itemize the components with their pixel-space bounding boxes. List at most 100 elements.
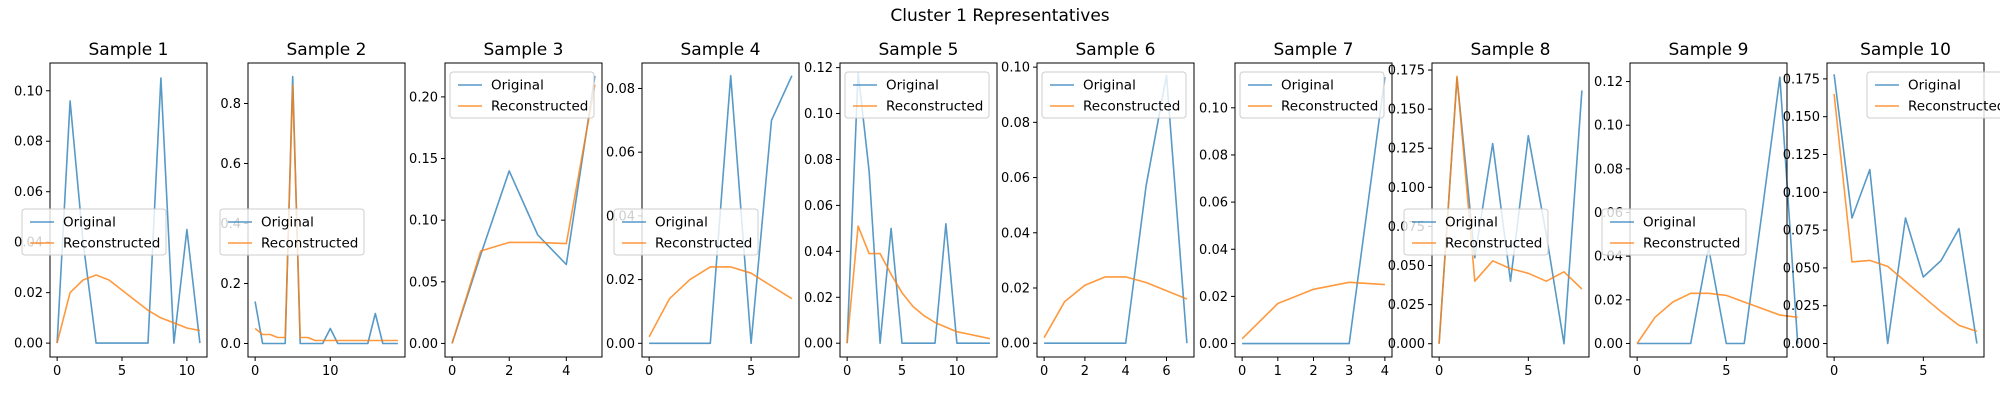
axes-frame <box>444 62 603 358</box>
x-tick-label: 0 <box>251 364 259 379</box>
y-tick-label: 0.20 <box>409 90 438 105</box>
x-tick-label: 4 <box>1381 364 1389 379</box>
y-tick-label: 0.100 <box>1783 186 1820 201</box>
y-tick-label: 0.08 <box>804 153 833 168</box>
legend-label: Reconstructed <box>1643 236 1740 252</box>
legend-label: Original <box>886 78 939 94</box>
x-tick-label: 0 <box>1830 364 1838 379</box>
series-line-original <box>1242 76 1386 345</box>
y-tick-label: 0.00 <box>1001 337 1030 352</box>
legend-box <box>1866 71 2000 119</box>
series-line-reconstructed <box>451 84 596 344</box>
subplot-title: Sample 10 <box>1860 40 1951 60</box>
y-tick-label: 0.15 <box>409 152 438 167</box>
subplot-title: Sample 4 <box>681 40 761 60</box>
y-tick-label: 0.10 <box>1001 61 1030 76</box>
legend-label: Original <box>1445 215 1498 231</box>
x-tick-label: 6 <box>1162 364 1170 379</box>
y-tick-label: 0.12 <box>1594 75 1623 90</box>
y-tick-label: 0.08 <box>606 82 635 97</box>
subplot-title: Sample 5 <box>879 40 959 60</box>
subplot-5: Sample 5 0.00 0.02 0.04 0.06 0.08 0.10 0.12 0 5 10… <box>804 40 998 379</box>
x-tick-label: 0 <box>1633 364 1641 379</box>
legend-label: Reconstructed <box>63 236 160 252</box>
y-tick-label: 0.10 <box>1199 101 1228 116</box>
subplot-title: Sample 8 <box>1471 40 1551 60</box>
legend: Original Reconstructed <box>1239 71 1385 119</box>
subplot-6: Sample 6 0.00 0.02 0.04 0.06 0.08 0.10 0 2 4 6 Orig… <box>1001 40 1195 379</box>
y-tick-label: 0.04 <box>1001 226 1030 241</box>
legend-label: Reconstructed <box>1281 99 1378 115</box>
y-tick-label: 0.150 <box>1388 103 1425 118</box>
y-tick-label: 0.06 <box>606 146 635 161</box>
y-tick-label: 0.12 <box>804 61 833 76</box>
y-tick-label: 0.025 <box>1783 299 1820 314</box>
x-tick-label: 0 <box>1435 364 1443 379</box>
legend-box <box>1403 208 1549 256</box>
x-tick-label: 0 <box>53 364 61 379</box>
legend: Original Reconstructed <box>21 208 167 256</box>
y-tick-label: 0.125 <box>1783 148 1820 163</box>
series-line-original <box>254 75 398 345</box>
y-tick-label: 0.000 <box>1783 337 1820 352</box>
y-tick-label: 0.175 <box>1783 72 1820 87</box>
legend: Original Reconstructed <box>1866 71 2000 119</box>
legend: Original Reconstructed <box>1041 71 1187 119</box>
x-tick-label: 5 <box>747 364 755 379</box>
axes-frame <box>839 62 998 358</box>
y-tick-label: 0.02 <box>1199 290 1228 305</box>
legend-label: Reconstructed <box>491 99 588 115</box>
series-line-original <box>1833 74 1978 345</box>
legend-label: Reconstructed <box>655 236 752 252</box>
series-line-original <box>451 75 596 344</box>
legend-label: Original <box>491 78 544 94</box>
legend-label: Reconstructed <box>886 99 983 115</box>
y-tick-label: 0.00 <box>14 337 43 352</box>
legend-box <box>219 208 365 256</box>
legend: Original Reconstructed <box>844 71 990 119</box>
y-tick-label: 0.2 <box>220 277 241 292</box>
series-line-reconstructed <box>1636 292 1798 344</box>
series-line-reconstructed <box>1833 93 1978 333</box>
subplot-8: Sample 80.0000.0250.0500.0750.1000.1250.… <box>1388 40 1590 379</box>
x-tick-label: 0 <box>1238 364 1246 379</box>
x-tick-label: 0 <box>448 364 456 379</box>
legend-label: Original <box>1643 215 1696 231</box>
x-tick-label: 4 <box>562 364 570 379</box>
y-tick-label: 0.125 <box>1388 142 1425 157</box>
subplot-7: Sample 7 0.00 0.02 0.04 0.06 0.08 0.10 0 1 2 3 4 Ori… <box>1199 40 1393 379</box>
axes-frame <box>1036 62 1195 358</box>
subplot-title: Sample 1 <box>89 40 169 60</box>
x-tick-label: 5 <box>1919 364 1927 379</box>
y-tick-label: 0.08 <box>1594 162 1623 177</box>
y-tick-label: 0.08 <box>14 135 43 150</box>
x-tick-label: 5 <box>1722 364 1730 379</box>
x-tick-label: 10 <box>179 364 196 379</box>
figure-title: Cluster 1 Representatives <box>890 6 1109 26</box>
x-tick-label: 1 <box>1274 364 1282 379</box>
axes-frame <box>1826 62 1985 358</box>
y-tick-label: 0.04 <box>1199 243 1228 258</box>
y-tick-label: 0.02 <box>804 291 833 306</box>
subplot-title: Sample 9 <box>1669 40 1749 60</box>
legend-label: Original <box>655 215 708 231</box>
series-line-original <box>1637 76 1799 345</box>
series-line-reconstructed <box>1438 75 1583 344</box>
legend-label: Reconstructed <box>1908 99 2000 115</box>
y-tick-label: 0.02 <box>606 273 635 288</box>
y-tick-label: 0.00 <box>606 337 635 352</box>
y-tick-label: 0.10 <box>409 214 438 229</box>
x-tick-label: 2 <box>1309 364 1317 379</box>
y-tick-label: 0.10 <box>1594 119 1623 134</box>
y-tick-label: 0.075 <box>1783 224 1820 239</box>
y-tick-label: 0.10 <box>804 107 833 122</box>
series-line-reconstructed <box>1043 276 1188 339</box>
y-tick-label: 0.02 <box>14 286 43 301</box>
legend-label: Original <box>261 215 314 231</box>
x-tick-label: 3 <box>1345 364 1353 379</box>
subplot-9: Sample 90.000.020.040.060.080.100.1205Or… <box>1594 40 1799 379</box>
subplot-1: Sample 10.000.020.040.060.080.100510Orig… <box>14 40 208 379</box>
subplot-title: Sample 6 <box>1076 40 1156 60</box>
legend-box <box>613 208 759 256</box>
